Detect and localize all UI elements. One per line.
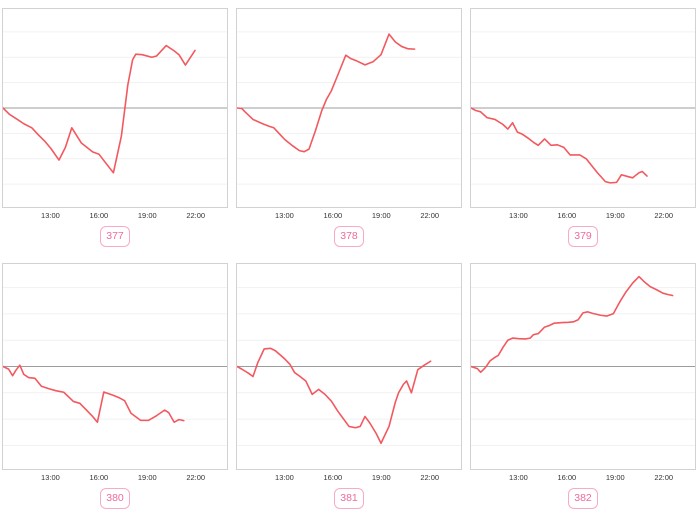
x-tick-label: 16:00 [557,473,577,482]
x-tick-label: 19:00 [137,211,157,220]
x-tick-label: 16:00 [89,211,109,220]
x-tick-label: 22:00 [186,211,206,220]
chart-panel [470,8,696,208]
chart-panel [236,263,462,470]
badge-row: 378 [236,221,462,263]
x-tick-label: 22:00 [186,473,206,482]
x-axis-ticks: 13:00 16:00 19:00 22:00 [470,208,696,221]
x-axis-ticks: 13:00 16:00 19:00 22:00 [236,470,462,483]
x-tick-label: 16:00 [323,211,343,220]
x-axis-ticks: 13:00 16:00 19:00 22:00 [470,470,696,483]
chart-cell-381: 13:00 16:00 19:00 22:00 381 [236,263,462,518]
badge-row: 377 [2,221,228,263]
chart-number-badge[interactable]: 378 [334,226,364,247]
badge-row: 382 [470,483,696,518]
badge-row: 379 [470,221,696,263]
x-tick-label: 13:00 [509,211,528,220]
chart-number-badge[interactable]: 379 [568,226,598,247]
price-line [471,277,673,373]
badge-row: 380 [2,483,228,518]
badge-row: 381 [236,483,462,518]
x-tick-label: 19:00 [371,473,391,482]
x-tick-label: 19:00 [605,211,625,220]
sparkline-chart [3,9,227,207]
price-line [471,108,647,183]
chart-cell-380: 13:00 16:00 19:00 22:00 380 [2,263,228,518]
sparkline-chart [471,9,695,207]
chart-cell-379: 13:00 16:00 19:00 22:00 379 [470,8,696,263]
chart-number-badge[interactable]: 377 [100,226,130,247]
x-tick-label: 13:00 [509,473,528,482]
sparkline-chart [237,9,461,207]
x-axis-ticks: 13:00 16:00 19:00 22:00 [236,208,462,221]
price-line [3,365,184,422]
x-tick-label: 13:00 [275,473,294,482]
x-tick-label: 16:00 [557,211,577,220]
chart-panel [2,263,228,470]
x-tick-label: 19:00 [137,473,157,482]
chart-panel [236,8,462,208]
chart-number-badge[interactable]: 381 [334,488,364,509]
chart-panel [470,263,696,470]
x-tick-label: 22:00 [654,473,674,482]
x-tick-label: 19:00 [371,211,391,220]
chart-cell-378: 13:00 16:00 19:00 22:00 378 [236,8,462,263]
x-tick-label: 22:00 [420,211,440,220]
chart-cell-382: 13:00 16:00 19:00 22:00 382 [470,263,696,518]
chart-number-badge[interactable]: 380 [100,488,130,509]
x-tick-label: 22:00 [420,473,440,482]
x-tick-label: 16:00 [89,473,109,482]
chart-number-badge[interactable]: 382 [568,488,598,509]
x-tick-label: 16:00 [323,473,343,482]
x-tick-label: 22:00 [654,211,674,220]
sparkline-chart [3,264,227,469]
x-tick-label: 19:00 [605,473,625,482]
x-tick-label: 13:00 [275,211,294,220]
sparkline-chart [471,264,695,469]
price-line [237,348,431,443]
x-tick-label: 13:00 [41,473,60,482]
price-line [3,46,195,173]
x-tick-label: 13:00 [41,211,60,220]
chart-cell-377: 13:00 16:00 19:00 22:00 377 [2,8,228,263]
x-axis-ticks: 13:00 16:00 19:00 22:00 [2,208,228,221]
price-line [237,34,415,152]
sparkline-chart [237,264,461,469]
x-axis-ticks: 13:00 16:00 19:00 22:00 [2,470,228,483]
chart-panel [2,8,228,208]
